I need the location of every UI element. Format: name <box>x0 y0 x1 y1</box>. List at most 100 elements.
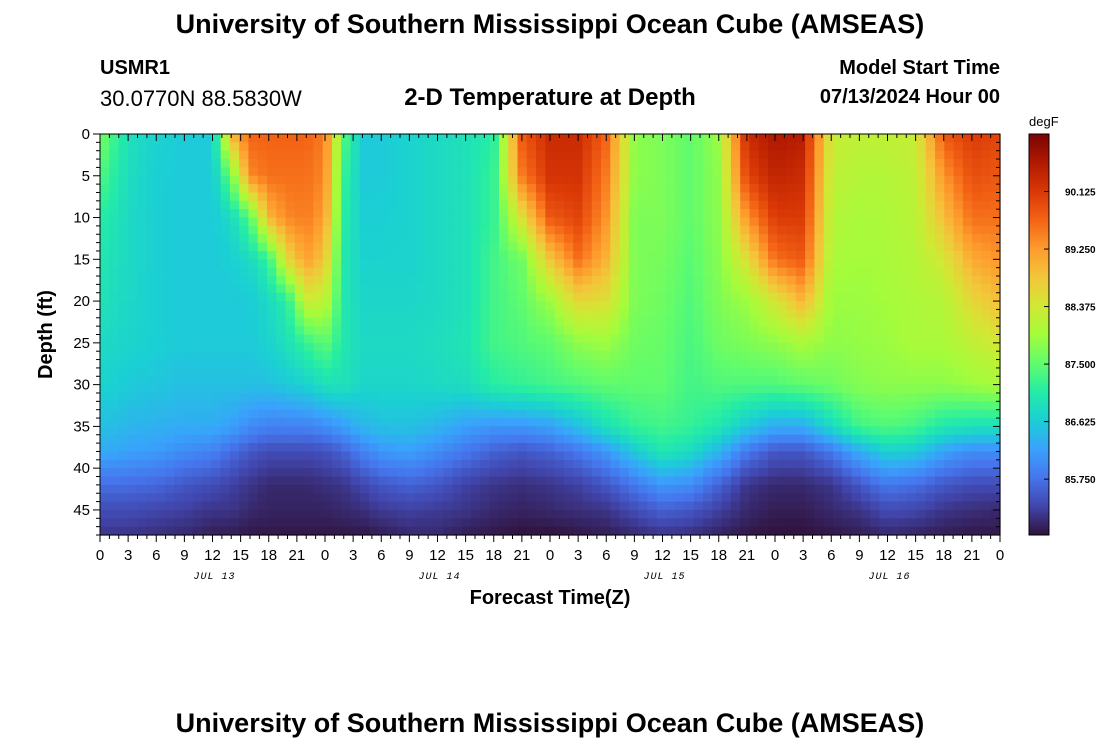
heatmap-cell <box>879 159 890 169</box>
heatmap-cell <box>628 159 639 169</box>
heatmap-cell <box>137 468 147 478</box>
heatmap-cell <box>536 167 546 177</box>
heatmap-cell <box>591 301 602 311</box>
heatmap-cell <box>638 242 649 252</box>
heatmap-cell <box>870 192 880 202</box>
heatmap-cell <box>972 334 983 344</box>
heatmap-cell <box>870 443 880 453</box>
heatmap-cell <box>786 301 797 311</box>
heatmap-cell <box>415 317 426 327</box>
heatmap-cell <box>109 476 120 486</box>
heatmap-cell <box>406 484 417 494</box>
heatmap-cell <box>907 159 918 169</box>
heatmap-cell <box>267 267 277 277</box>
heatmap-cell <box>118 443 129 453</box>
heatmap-cell <box>127 384 138 394</box>
heatmap-cell <box>823 518 834 528</box>
heatmap-cell <box>174 392 185 402</box>
heatmap-cell <box>155 459 166 469</box>
heatmap-cell <box>285 443 296 453</box>
heatmap-cell <box>220 259 231 269</box>
heatmap-cell <box>517 392 528 402</box>
heatmap-cell <box>350 526 361 536</box>
heatmap-cell <box>452 342 463 352</box>
heatmap-cell <box>703 192 713 202</box>
heatmap-cell <box>656 317 667 327</box>
heatmap-cell <box>118 217 129 227</box>
heatmap-cell <box>461 367 472 377</box>
heatmap-cell <box>888 451 899 461</box>
heatmap-cell <box>712 317 723 327</box>
heatmap-cell <box>211 167 222 177</box>
heatmap-cell <box>601 284 611 294</box>
heatmap-cell <box>935 200 945 210</box>
heatmap-cell <box>591 292 602 302</box>
heatmap-cell <box>628 225 639 235</box>
heatmap-cell <box>498 276 509 285</box>
heatmap-cell <box>777 443 788 453</box>
x-tick-label: 3 <box>124 547 132 564</box>
heatmap-cell <box>814 309 825 319</box>
heatmap-cell <box>647 242 658 252</box>
heatmap-cell <box>118 342 129 352</box>
heatmap-cell <box>183 401 194 411</box>
heatmap-cell <box>628 401 639 411</box>
heatmap-cell <box>211 134 222 143</box>
heatmap-cell <box>545 267 556 277</box>
heatmap-cell <box>415 409 426 419</box>
heatmap-cell <box>758 217 769 227</box>
heatmap-cell <box>369 250 379 260</box>
heatmap-cell <box>842 501 853 511</box>
heatmap-cell <box>879 184 890 194</box>
heatmap-cell <box>387 234 398 244</box>
heatmap-cell <box>202 334 212 344</box>
heatmap-cell <box>508 359 519 369</box>
heatmap-cell <box>489 451 500 461</box>
heatmap-cell <box>267 392 277 402</box>
heatmap-cell <box>832 384 843 394</box>
heatmap-cell <box>768 351 778 361</box>
heatmap-cell <box>498 384 509 394</box>
heatmap-cell <box>267 209 277 219</box>
heatmap-cell <box>582 392 593 402</box>
heatmap-cell <box>489 175 500 185</box>
heatmap-cell <box>489 301 500 311</box>
heatmap-cell <box>396 526 407 536</box>
heatmap-cell <box>601 376 611 386</box>
heatmap-cell <box>619 509 630 519</box>
heatmap-cell <box>730 267 741 277</box>
heatmap-cell <box>953 443 964 453</box>
heatmap-cell <box>888 134 899 143</box>
heatmap-cell <box>870 459 880 469</box>
heatmap-cell <box>925 509 936 519</box>
heatmap-cell <box>424 217 435 227</box>
heatmap-cell <box>545 326 556 336</box>
heatmap-cell <box>860 459 871 469</box>
heatmap-cell <box>805 493 816 503</box>
heatmap-cell <box>526 175 537 185</box>
heatmap-cell <box>304 150 314 160</box>
heatmap-cell <box>907 409 918 419</box>
heatmap-cell <box>619 451 630 461</box>
heatmap-cell <box>229 175 240 185</box>
heatmap-cell <box>582 501 593 511</box>
heatmap-cell <box>870 476 880 486</box>
heatmap-cell <box>832 309 843 319</box>
heatmap-cell <box>545 309 556 319</box>
heatmap-cell <box>257 150 268 160</box>
heatmap-cell <box>100 142 110 152</box>
heatmap-cell <box>601 250 611 260</box>
heatmap-cell <box>517 351 528 361</box>
heatmap-cell <box>795 418 806 427</box>
heatmap-cell <box>267 200 277 210</box>
heatmap-cell <box>758 401 769 411</box>
heatmap-cell <box>656 518 667 528</box>
heatmap-cell <box>897 309 908 319</box>
heatmap-cell <box>480 309 491 319</box>
heatmap-cell <box>860 493 871 503</box>
heatmap-cell <box>359 134 370 143</box>
heatmap-cell <box>267 376 277 386</box>
heatmap-cell <box>508 443 519 453</box>
heatmap-cell <box>962 484 973 494</box>
heatmap-cell <box>331 376 342 386</box>
